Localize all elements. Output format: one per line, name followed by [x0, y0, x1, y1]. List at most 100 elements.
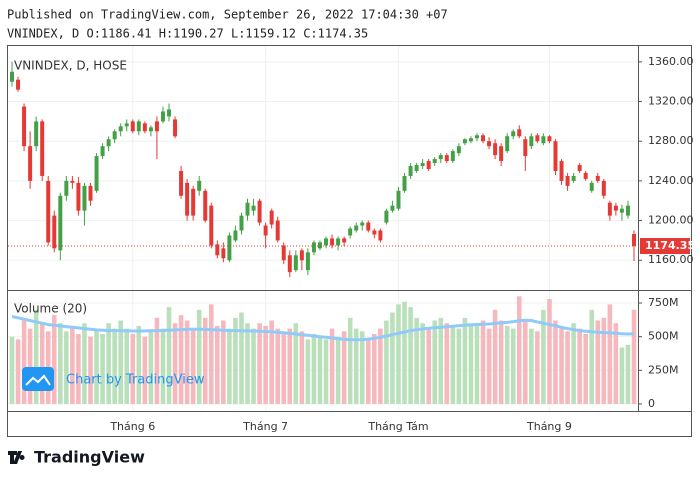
candle-body [124, 123, 129, 127]
candle-body [360, 222, 365, 226]
candle-body [607, 202, 612, 216]
volume-bar [263, 325, 268, 404]
volume-bar [631, 309, 637, 404]
volume-bar [202, 317, 208, 404]
candle-body [493, 143, 498, 156]
candle-body [438, 155, 443, 160]
volume-bar [172, 323, 178, 404]
candle-body [233, 230, 238, 241]
candle-body [305, 252, 310, 271]
volume-bar [329, 328, 335, 404]
volume-bar [9, 336, 15, 404]
volume-bar [559, 328, 564, 404]
volume-bar [233, 317, 238, 404]
volume-bar [341, 331, 347, 404]
volume-bar [251, 328, 256, 404]
volume-bar [51, 315, 57, 404]
candle-body [517, 129, 522, 137]
volume-bar [414, 317, 419, 404]
y-tick-label: 1160.00 [648, 253, 694, 266]
y-tick-label: 1240.00 [648, 174, 694, 187]
candle-body [559, 161, 564, 181]
volume-bar [281, 333, 287, 404]
volume-bar [154, 317, 160, 404]
volume-bar [390, 312, 395, 404]
volume-bar [215, 325, 220, 404]
volume-bar [577, 328, 582, 404]
candle-body [136, 121, 141, 132]
volume-bar [88, 336, 93, 404]
volume-bar [365, 339, 371, 404]
volume-bar [565, 331, 570, 404]
volume-title: Volume (20) [14, 302, 87, 316]
candle-body [474, 135, 479, 139]
volume-bar [432, 320, 438, 404]
volume-bar [275, 328, 281, 404]
volume-bar [408, 307, 413, 404]
x-tick-label: Tháng 7 [242, 420, 288, 433]
candle-body [571, 175, 576, 181]
candle-body [179, 170, 184, 196]
volume-bar [535, 331, 540, 404]
volume-bar [166, 307, 172, 404]
candle-body [595, 175, 600, 181]
volume-bar [21, 320, 27, 404]
candle-body [118, 126, 123, 132]
volume-bar [239, 312, 244, 404]
candle-body [499, 146, 504, 162]
volume-bar [438, 317, 444, 404]
x-tick-label: Tháng 6 [109, 420, 155, 433]
candle-body [481, 135, 486, 142]
volume-bar [625, 344, 631, 404]
candle-body [209, 205, 214, 246]
volume-bar [311, 333, 317, 404]
candle-body [16, 79, 21, 90]
volume-ma-line [11, 315, 635, 342]
candle-body [40, 121, 45, 176]
y-tick-label: 1320.00 [648, 95, 694, 108]
volume-bar [571, 323, 576, 404]
candle-body [348, 228, 353, 236]
volume-tick-label: 0 [648, 397, 655, 410]
volume-bar [589, 309, 595, 404]
candle-body [245, 202, 250, 216]
volume-bar [190, 328, 196, 404]
volume-bar [184, 320, 190, 404]
volume-tick-label: 500M [648, 330, 679, 343]
candle-body [160, 111, 165, 122]
candle-body [601, 180, 606, 196]
candle-body [511, 131, 516, 137]
volume-bar [492, 309, 498, 404]
y-tick-label: 1360.00 [648, 55, 694, 68]
candle-body [88, 185, 93, 201]
volume-bar [372, 333, 377, 404]
volume-bar [33, 309, 39, 404]
candle-body [372, 230, 377, 235]
candle-body [625, 205, 630, 216]
volume-bar [462, 317, 468, 404]
footer-brand: TradingView [8, 448, 145, 467]
volume-bar [130, 333, 136, 404]
candle-body [456, 146, 461, 154]
volume-bar [136, 325, 142, 404]
candle-body [293, 255, 298, 271]
volume-bar [595, 320, 601, 404]
volume-bar [601, 317, 607, 404]
candle-body [64, 180, 69, 196]
candle-body [330, 238, 335, 246]
candle-body [215, 244, 220, 256]
watermark: Chart by TradingView [22, 367, 205, 391]
footer-text: TradingView [34, 448, 145, 467]
candle-body [505, 136, 510, 152]
candle-body [299, 250, 304, 261]
candle-body [52, 215, 57, 249]
x-tick-label: Tháng 9 [526, 420, 572, 433]
volume-bar [523, 320, 528, 404]
candle-body [468, 138, 473, 142]
candle-body [336, 238, 341, 246]
candle-body [402, 175, 407, 191]
volume-bar [359, 331, 365, 404]
candle-body [384, 210, 389, 223]
candle-body [420, 163, 425, 167]
candle-body [70, 180, 75, 183]
